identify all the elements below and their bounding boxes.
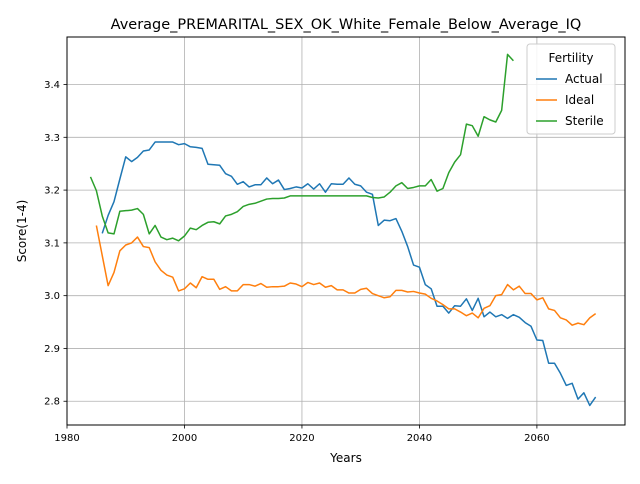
series-line-actual <box>101 141 597 407</box>
x-tick-label: 2040 <box>407 433 432 444</box>
legend-title: Fertility <box>548 51 593 65</box>
chart-title: Average_PREMARITAL_SEX_OK_White_Female_B… <box>111 17 582 33</box>
x-tick-label: 2000 <box>172 433 197 444</box>
x-tick-label: 2020 <box>289 433 314 444</box>
legend-label-ideal: Ideal <box>565 93 594 107</box>
x-tick-label: 1980 <box>54 433 79 444</box>
y-tick-label: 3.3 <box>44 133 60 144</box>
x-tick-label: 2060 <box>524 433 549 444</box>
y-tick-label: 3.1 <box>44 238 60 249</box>
y-tick-label: 2.9 <box>44 344 60 355</box>
y-tick-label: 3.0 <box>44 291 60 302</box>
plot-area <box>66 36 626 426</box>
axis-ticks: 1980 2000 2020 2040 2060 2.8 2.9 3.0 3.1 3.2 3.3 3.… <box>44 80 550 444</box>
legend: Fertility Actual Ideal Sterile <box>526 43 616 135</box>
y-tick-label: 3.2 <box>44 186 60 197</box>
series-line-ideal <box>95 225 597 326</box>
legend-items: Actual Ideal Sterile <box>536 72 604 128</box>
series-lines <box>89 53 597 407</box>
y-tick-label: 2.8 <box>44 397 60 408</box>
legend-label-sterile: Sterile <box>565 114 604 128</box>
legend-label-actual: Actual <box>565 72 603 86</box>
x-axis-label: Years <box>329 451 362 465</box>
y-tick-label: 3.4 <box>44 80 60 91</box>
y-axis-label: Score(1-4) <box>15 200 29 263</box>
grid <box>66 37 625 425</box>
series-line-sterile <box>89 53 514 242</box>
legend-box <box>526 43 616 135</box>
